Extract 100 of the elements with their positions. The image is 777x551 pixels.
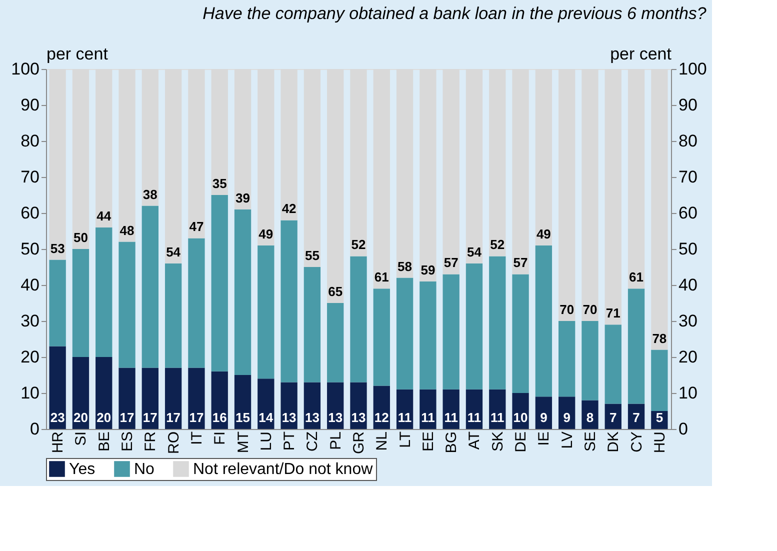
bar [420,389,436,429]
y2-tick-label: 80 [678,132,698,150]
y2-tick-label: 70 [678,168,698,186]
bar [604,324,622,404]
data-label: 61 [629,270,644,285]
data-label: 57 [513,255,528,270]
data-label: 7 [610,410,617,425]
y-axis-title: per cent [46,44,108,64]
bar [582,321,598,400]
y-tick-label: 30 [20,312,40,330]
data-label: 9 [563,410,570,425]
x-tick-label: SK [489,432,506,452]
data-label: 57 [444,255,458,270]
y2-tick-label: 10 [678,384,698,402]
data-label: 78 [652,330,667,346]
data-label: 48 [120,222,134,238]
data-label: 50 [73,230,88,245]
y-tick-label: 70 [20,168,40,186]
bar [96,227,112,357]
x-tick-label: HU [651,432,668,454]
x-tick-label: SE [582,432,599,452]
data-label: 44 [96,208,112,224]
data-label: 11 [421,410,435,425]
y2-tick-label: 20 [678,348,698,366]
x-tick-label: RO [165,432,182,454]
data-label: 17 [142,410,158,425]
y2-tick-label: 90 [678,96,698,114]
bar [535,245,552,397]
x-tick-label: CY [628,432,646,452]
x-tick-label: BG [443,432,460,454]
data-label: 14 [258,410,274,425]
y-tick-label: 100 [11,60,40,78]
bar [304,267,321,382]
bar [280,382,298,429]
y2-tick-label: 30 [678,312,698,330]
x-tick-label: HR [50,431,67,454]
x-tick-label: NL [374,432,391,451]
x-tick-label: IT [188,432,206,445]
y2-tick-label: 50 [678,240,698,258]
x-tick-label: LU [258,432,275,451]
bar [558,321,576,397]
bar [350,382,367,429]
y-tick-label: 60 [20,204,40,222]
bar [558,396,576,429]
data-label: 12 [374,410,389,425]
data-label: 23 [50,410,65,425]
bar [234,209,252,375]
bar [258,378,274,429]
data-label: 54 [166,244,182,260]
bar [72,357,90,429]
bar [350,256,367,382]
data-label: 71 [606,306,620,321]
data-label: 7 [632,410,640,425]
x-tick-label: PT [281,432,298,451]
data-label: 20 [73,410,88,425]
data-label: 13 [282,410,296,425]
data-label: 11 [398,410,412,425]
bar [651,350,668,411]
data-label: 58 [398,258,412,274]
x-tick-label: DK [605,432,622,452]
data-label: 70 [582,302,598,317]
bar [258,245,274,379]
bar [582,400,598,429]
data-label: 61 [374,270,389,285]
bar [142,368,158,429]
data-label: 20 [96,410,112,425]
bar [420,281,436,390]
legend-label: No [134,461,155,478]
bar [188,238,205,368]
x-tick-label: ES [119,432,136,452]
bar [96,357,112,429]
x-tick-label: GR [350,431,368,454]
bar [489,256,506,390]
bar [188,368,205,429]
bar [142,206,158,368]
x-tick-label: BE [96,432,113,452]
data-label: 42 [282,201,296,216]
data-label: 10 [513,410,528,425]
bar [280,220,298,382]
x-tick-label: SI [72,432,90,446]
chart-title: Have the company obtained a bank loan in the previous 6 months? [202,4,707,23]
data-label: 5 [656,410,664,425]
legend-label: Not relevant/Do not know [193,461,374,478]
data-label: 38 [142,186,158,202]
data-label: 54 [467,244,482,260]
y-tick-label: 0 [30,420,40,438]
x-tick-label: EE [420,432,437,452]
bar [49,346,66,429]
data-label: 55 [304,248,320,263]
bar [164,263,182,368]
bar [327,382,344,429]
x-tick-label: LT [396,432,414,448]
bar [489,389,506,429]
y2-tick-label: 100 [678,60,707,78]
bar [72,249,90,357]
data-label: 47 [189,219,204,234]
data-label: 70 [560,302,574,317]
data-label: 52 [351,237,366,252]
data-label: 65 [328,284,343,299]
y-tick-label: 90 [20,96,40,114]
